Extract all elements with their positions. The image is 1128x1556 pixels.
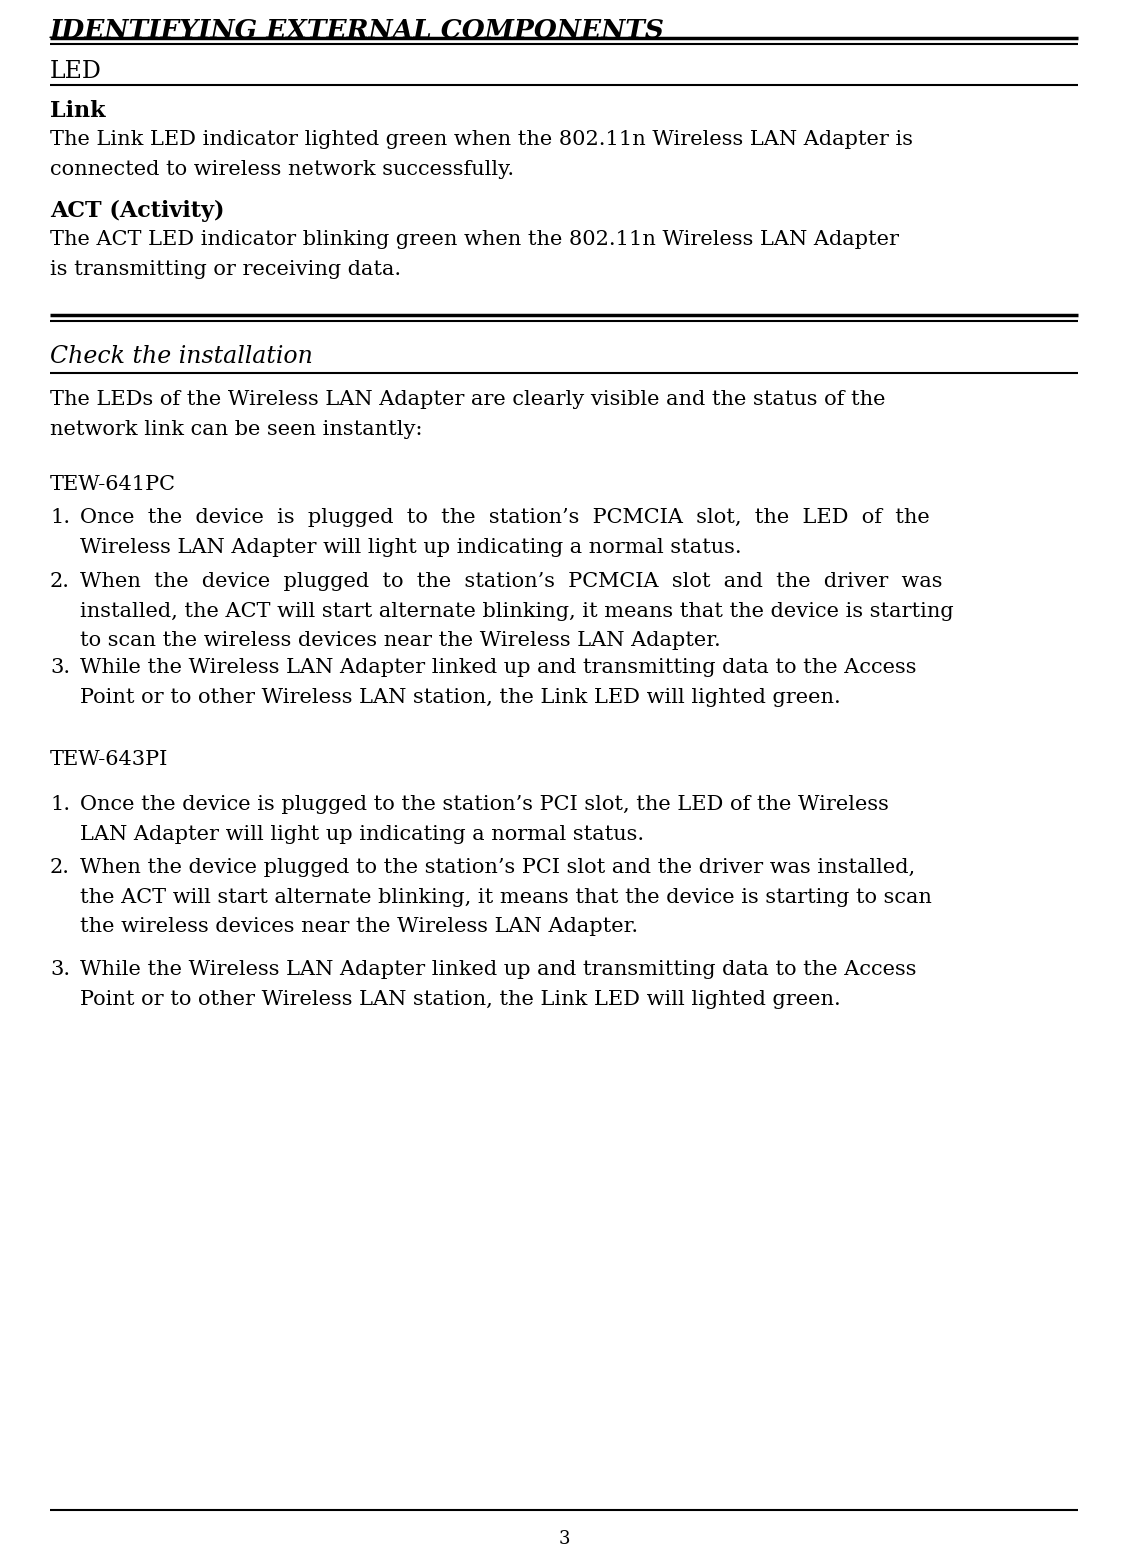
Text: The ACT LED indicator blinking green when the 802.11n Wireless LAN Adapter
is tr: The ACT LED indicator blinking green whe… — [50, 230, 899, 279]
Text: The Link LED indicator lighted green when the 802.11n Wireless LAN Adapter is
co: The Link LED indicator lighted green whe… — [50, 131, 913, 179]
Text: 3.: 3. — [50, 658, 70, 677]
Text: TEW-641PC: TEW-641PC — [50, 475, 176, 493]
Text: Check the installation: Check the installation — [50, 345, 312, 369]
Text: 2.: 2. — [50, 573, 70, 591]
Text: Once  the  device  is  plugged  to  the  station’s  PCMCIA  slot,  the  LED  of : Once the device is plugged to the statio… — [80, 507, 929, 557]
Text: 1.: 1. — [50, 507, 70, 527]
Text: LED: LED — [50, 61, 102, 82]
Text: 3: 3 — [558, 1530, 570, 1548]
Text: 2.: 2. — [50, 857, 70, 878]
Text: TEW-643PI: TEW-643PI — [50, 750, 168, 769]
Text: While the Wireless LAN Adapter linked up and transmitting data to the Access
Poi: While the Wireless LAN Adapter linked up… — [80, 658, 916, 706]
Text: Link: Link — [50, 100, 106, 121]
Text: The LEDs of the Wireless LAN Adapter are clearly visible and the status of the
n: The LEDs of the Wireless LAN Adapter are… — [50, 391, 885, 439]
Text: When  the  device  plugged  to  the  station’s  PCMCIA  slot  and  the  driver  : When the device plugged to the station’s… — [80, 573, 953, 650]
Text: When the device plugged to the station’s PCI slot and the driver was installed,
: When the device plugged to the station’s… — [80, 857, 932, 937]
Text: ACT (Activity): ACT (Activity) — [50, 201, 224, 223]
Text: 3.: 3. — [50, 960, 70, 979]
Text: 1.: 1. — [50, 795, 70, 814]
Text: Once the device is plugged to the station’s PCI slot, the LED of the Wireless
LA: Once the device is plugged to the statio… — [80, 795, 889, 843]
Text: While the Wireless LAN Adapter linked up and transmitting data to the Access
Poi: While the Wireless LAN Adapter linked up… — [80, 960, 916, 1008]
Text: IDENTIFYING EXTERNAL COMPONENTS: IDENTIFYING EXTERNAL COMPONENTS — [50, 19, 664, 44]
